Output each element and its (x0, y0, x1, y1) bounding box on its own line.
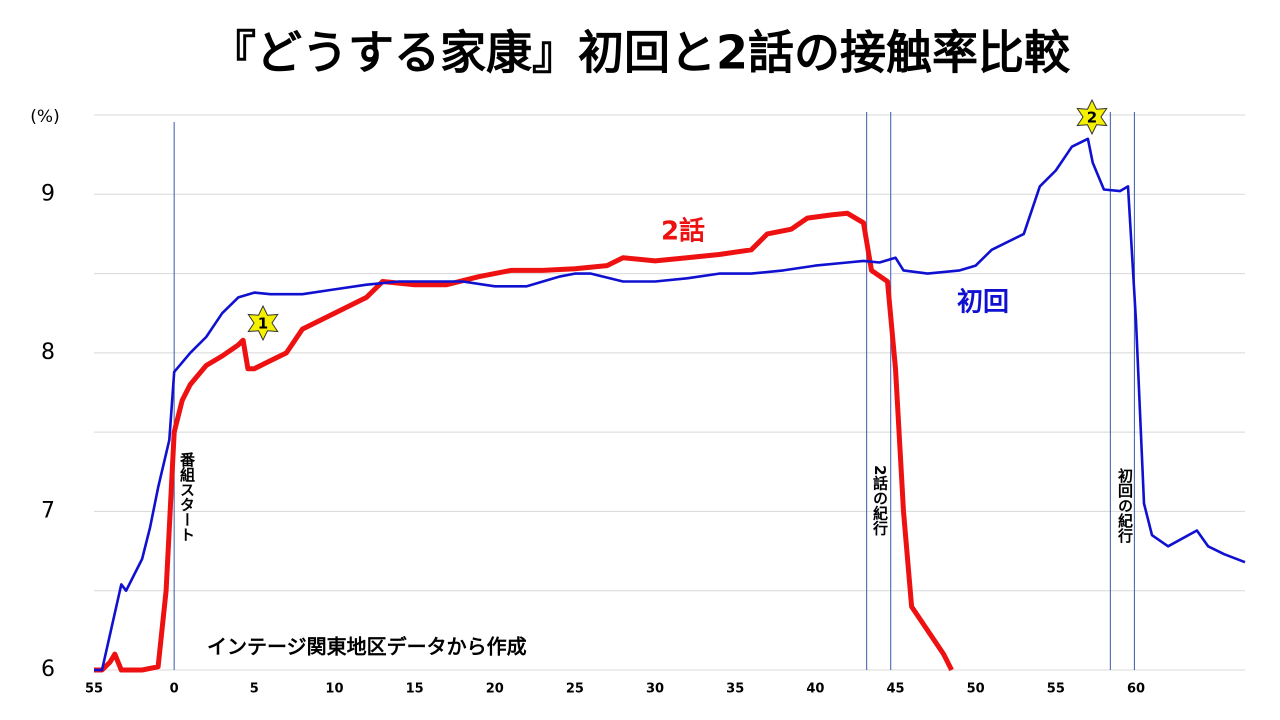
series-label: 2話 (661, 216, 705, 247)
x-tick-label: 30 (646, 682, 664, 697)
y-tick-label: 9 (41, 181, 55, 206)
x-tick-label: 15 (406, 682, 424, 697)
chart-title: 『どうする家康』初回と2話の接触率比較 (210, 26, 1071, 80)
y-tick-label: 8 (41, 340, 55, 365)
star-label: 1 (258, 315, 268, 333)
x-tick-label: 55 (1047, 682, 1065, 697)
x-tick-label: 40 (806, 682, 824, 697)
star-marker (1076, 98, 1108, 136)
x-tick-label: 0 (170, 682, 179, 697)
x-tick-label: 25 (566, 682, 584, 697)
x-tick-label: 20 (486, 682, 504, 697)
series-label: 初回 (957, 288, 1009, 318)
x-tick-label: 5 (250, 682, 259, 697)
y-tick-label: 6 (41, 657, 55, 682)
event-annotation: 番組スタート (178, 451, 196, 542)
x-tick-label: 10 (325, 682, 343, 697)
series-line (94, 210, 954, 673)
star-label: 2 (1087, 109, 1097, 127)
event-annotation: 2話の紀行 (871, 465, 889, 537)
star-marker (247, 304, 279, 342)
source-note: インテージ関東地区データから作成 (207, 635, 527, 659)
x-tick-label: 45 (886, 682, 904, 697)
x-tick-label: 50 (967, 682, 985, 697)
y-tick-label: 7 (41, 498, 55, 523)
x-tick-label: 55 (85, 682, 103, 697)
x-tick-label: 35 (726, 682, 744, 697)
x-tick-label: 60 (1127, 682, 1145, 697)
series-line (94, 137, 1246, 672)
y-axis-label: (%) (30, 107, 59, 127)
event-annotation: 初回の紀行 (1116, 467, 1134, 544)
